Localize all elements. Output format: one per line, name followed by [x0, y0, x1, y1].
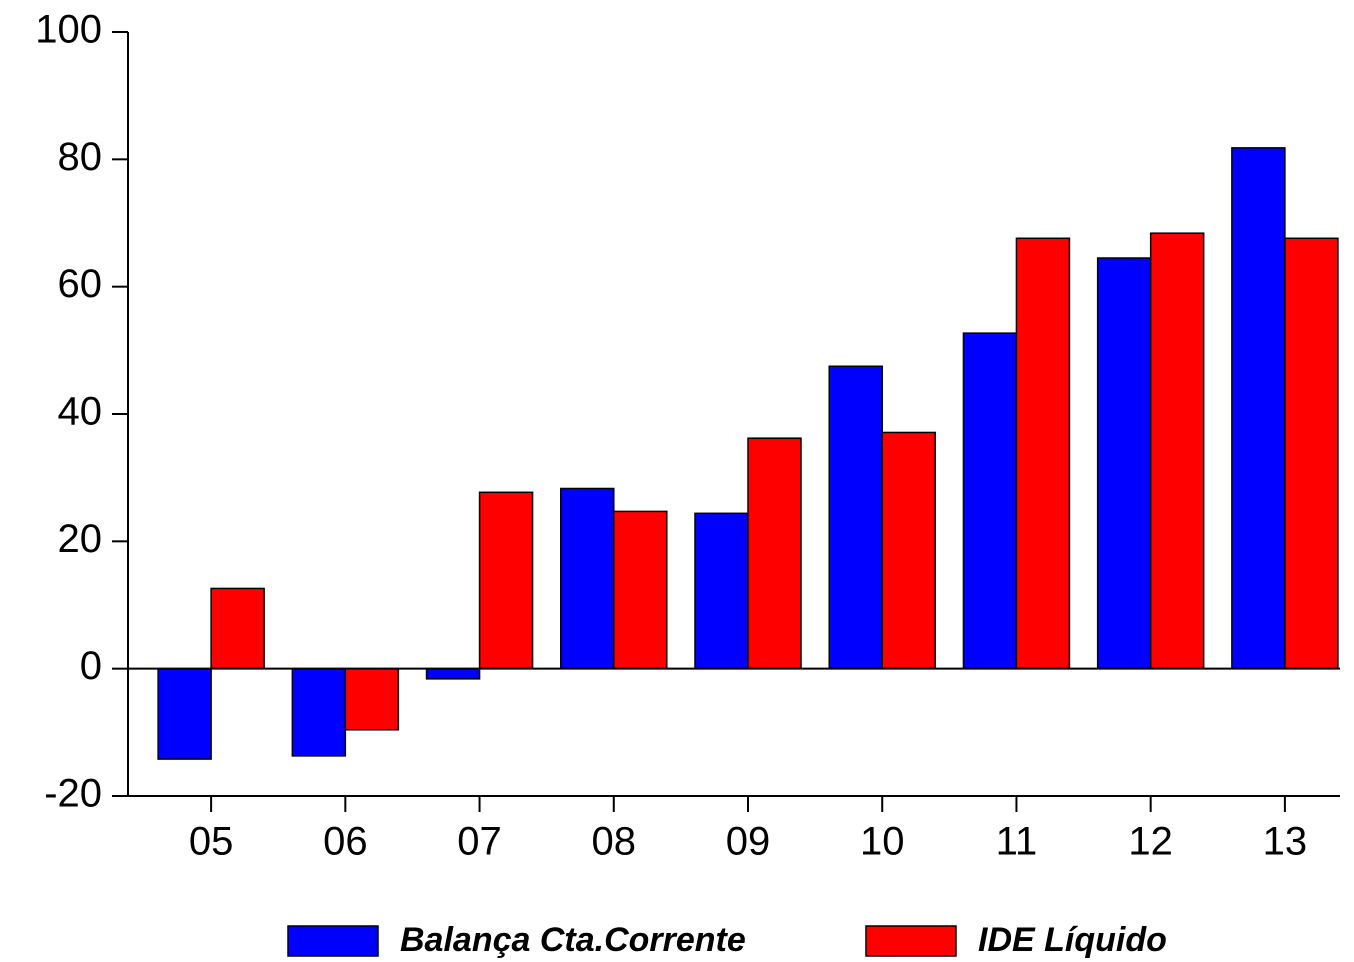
bar: [425, 667, 481, 680]
x-tick-label: 08: [592, 820, 637, 864]
x-tick-label: 13: [1263, 820, 1308, 864]
bar: [344, 667, 400, 731]
legend-swatch: [287, 925, 379, 957]
bar: [828, 365, 883, 670]
legend-label: Balança Cta.Corrente: [400, 921, 746, 959]
bar: [962, 332, 1018, 670]
bar: [747, 437, 802, 670]
y-tick-label: 40: [58, 390, 103, 434]
bar: [1231, 147, 1286, 670]
legend-label: IDE Líquido: [978, 921, 1167, 959]
bar: [694, 512, 749, 670]
y-tick-label: 60: [58, 262, 103, 306]
x-tick-label: 07: [457, 820, 502, 864]
y-tick-label: -20: [44, 772, 102, 816]
x-tick-label: 09: [726, 820, 771, 864]
x-tick-label: 10: [860, 820, 905, 864]
x-tick-label: 12: [1128, 820, 1173, 864]
x-tick-label: 06: [323, 820, 368, 864]
bar: [478, 491, 534, 670]
bar: [157, 667, 212, 760]
y-tick-label: 0: [80, 644, 102, 688]
bar: [1149, 232, 1205, 670]
y-tick-label: 80: [58, 135, 103, 179]
x-tick-label: 05: [189, 820, 234, 864]
bar: [881, 431, 936, 670]
bar: [1284, 237, 1339, 670]
x-tick-label: 11: [996, 820, 1038, 864]
bar: [1096, 257, 1152, 670]
bar: [291, 667, 347, 757]
y-tick-label: 100: [35, 8, 102, 52]
bar: [210, 587, 265, 670]
bar: [1015, 237, 1071, 670]
bar: [560, 487, 615, 670]
legend-swatch: [865, 925, 957, 957]
bar: [613, 510, 668, 670]
y-tick-label: 20: [58, 517, 103, 561]
